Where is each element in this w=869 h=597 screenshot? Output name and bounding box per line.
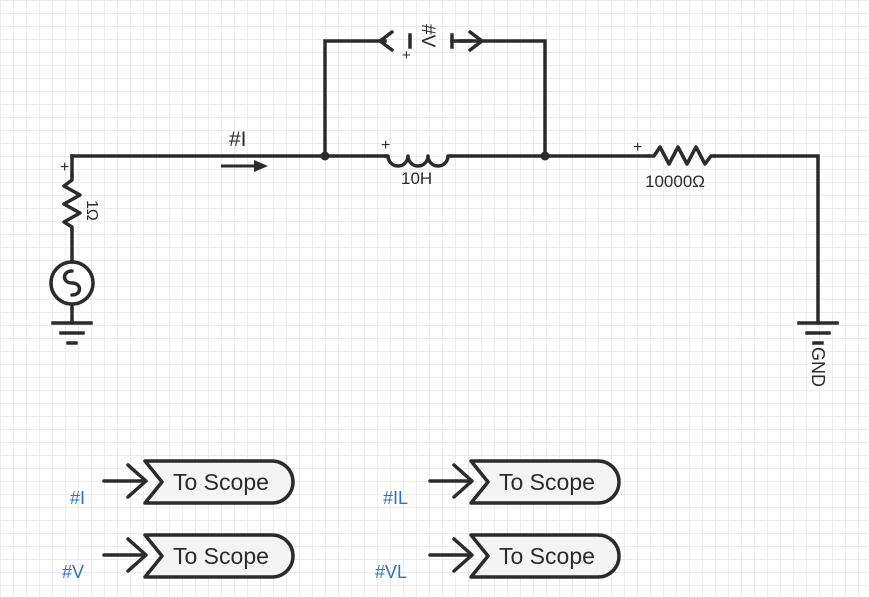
inductor[interactable]: + 10H <box>381 137 454 188</box>
left-arrow-icon <box>378 30 394 52</box>
scope-badge <box>469 459 621 505</box>
scope-label: To Scope <box>499 543 595 569</box>
scope-badge <box>469 533 621 579</box>
wire-bridge-left <box>323 39 387 158</box>
junction-node-b <box>540 151 550 161</box>
ground-left <box>51 321 93 345</box>
scope-block-il[interactable]: #IL To Scope <box>383 459 621 508</box>
voltmeter-plus-sign: + <box>402 47 411 64</box>
right-arrow-icon <box>468 30 484 52</box>
scope-tag: #I <box>70 488 85 508</box>
scope-block-v[interactable]: #V To Scope <box>62 533 295 582</box>
scope-block-vl[interactable]: #VL To Scope <box>375 533 621 582</box>
scope-arrow-icon <box>452 463 474 499</box>
current-arrow-icon <box>254 160 268 172</box>
scope-tag: #VL <box>375 562 407 582</box>
scope-block-i[interactable]: #I To Scope <box>70 459 295 508</box>
source-resistor-plus-sign: + <box>60 159 69 176</box>
scope-label: To Scope <box>499 469 595 495</box>
scope-arrow-icon <box>126 463 148 499</box>
current-probe: #I <box>221 128 268 172</box>
wire-right-down <box>713 154 820 325</box>
inductor-plus-sign: + <box>381 137 390 154</box>
ground-label: GND <box>808 347 828 387</box>
load-resistor-label: 10000Ω <box>645 172 705 191</box>
scope-label: To Scope <box>173 469 269 495</box>
scope-tag: #V <box>62 562 84 582</box>
scope-arrow-icon <box>126 537 148 573</box>
scope-badge <box>143 533 295 579</box>
wire-bridge-right <box>458 39 547 158</box>
source-resistor[interactable]: + 1Ω <box>60 159 100 232</box>
scope-label: To Scope <box>173 543 269 569</box>
voltage-probe-label: #V <box>417 24 438 48</box>
load-resistor-plus-sign: + <box>633 139 642 156</box>
scope-badge <box>143 459 295 505</box>
sine-wave-icon <box>62 269 82 297</box>
inductor-label: 10H <box>401 169 432 188</box>
source-resistor-label: 1Ω <box>83 200 100 221</box>
junction-node-a <box>320 151 330 161</box>
scope-tag: #IL <box>383 488 408 508</box>
load-resistor[interactable]: + 10000Ω <box>633 139 717 191</box>
current-probe-label: #I <box>229 128 247 151</box>
wires <box>70 39 820 325</box>
scope-arrow-icon <box>452 537 474 573</box>
ac-voltage-source[interactable] <box>49 260 95 306</box>
voltmeter-probe[interactable]: + #V <box>378 24 484 64</box>
ground-right: GND <box>797 321 839 387</box>
